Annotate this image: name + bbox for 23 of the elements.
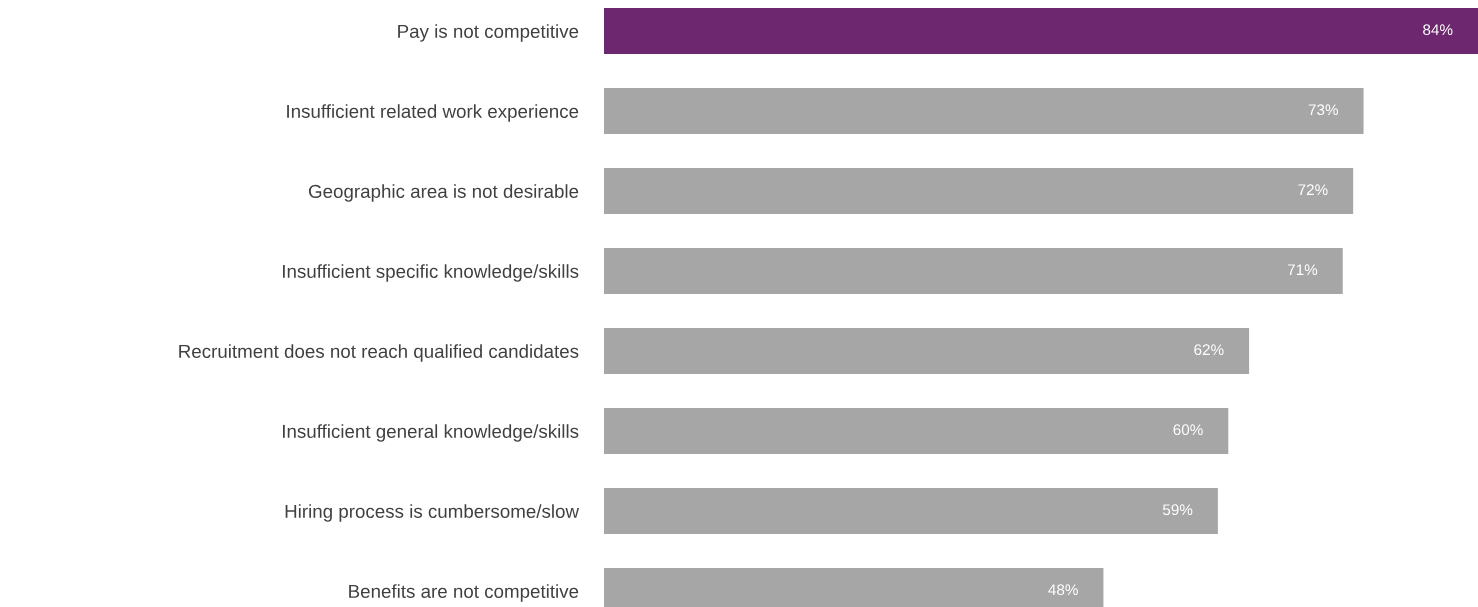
data-label: 59%	[1162, 504, 1193, 516]
y-tick-label: Insufficient specific knowledge/skills	[283, 264, 579, 282]
bar	[604, 8, 1478, 54]
y-tick-label: Benefits are not competitive	[349, 584, 579, 602]
y-tick-label: Insufficient related work experience	[287, 104, 579, 122]
data-label: 72%	[1298, 184, 1328, 196]
y-tick-label: Hiring process is cumbersome/slow	[285, 504, 580, 522]
bar	[604, 328, 1250, 374]
data-label: 73%	[1308, 104, 1339, 116]
y-tick-label: Geographic area is not desirable	[308, 184, 579, 202]
bar	[604, 248, 1343, 294]
bar	[604, 488, 1218, 534]
y-tick-label: Insufficient general knowledge/skills	[283, 424, 579, 442]
bar	[604, 168, 1354, 214]
data-label: 71%	[1287, 264, 1318, 276]
data-label: 48%	[1048, 584, 1078, 596]
y-tick-label: Pay is not competitive	[398, 24, 579, 42]
data-label: 62%	[1194, 344, 1224, 356]
bar	[604, 88, 1364, 134]
bar	[604, 408, 1229, 454]
data-label: 60%	[1173, 424, 1203, 436]
data-label: 84%	[1423, 24, 1453, 36]
y-tick-label: Recruitment does not reach qualified candidates	[179, 344, 579, 362]
